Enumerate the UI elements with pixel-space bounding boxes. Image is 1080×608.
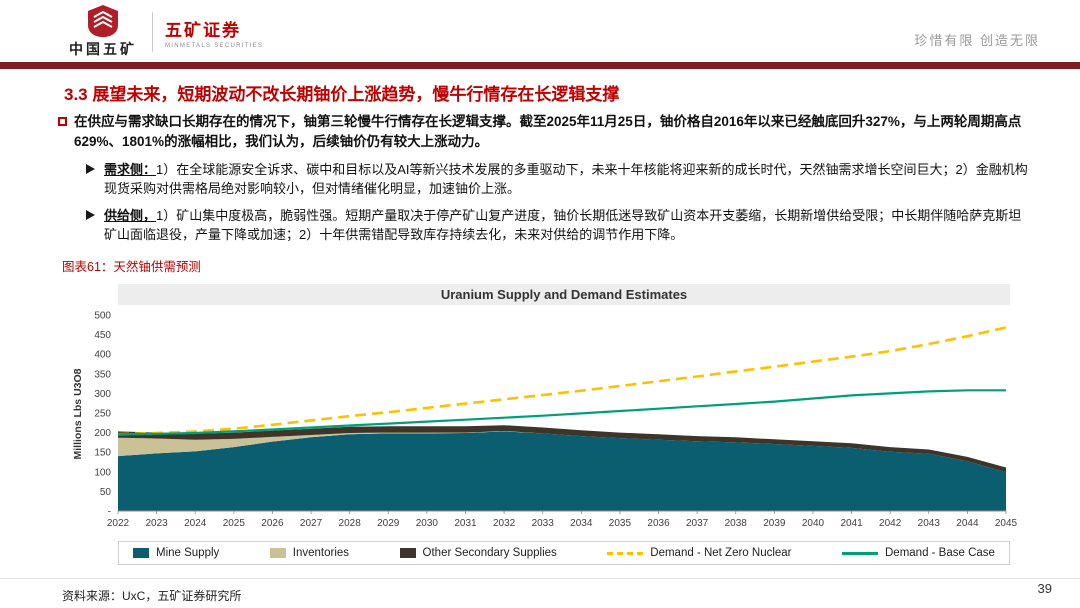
legend-label: Mine Supply xyxy=(156,547,220,559)
svg-text:2029: 2029 xyxy=(377,518,400,529)
page-number: 39 xyxy=(1037,581,1052,596)
brand-block: 五矿证券 MINMETALS SECURITIES xyxy=(165,16,263,49)
key-point-text: 在供应与需求缺口长期存在的情况下，铀第三轮慢牛行情存在长逻辑支撑。截至2025年… xyxy=(74,114,1022,150)
svg-text:-: - xyxy=(108,507,111,518)
svg-text:450: 450 xyxy=(94,330,111,341)
legend-label: Inventories xyxy=(292,547,350,559)
arrow-bullet-icon xyxy=(86,209,95,220)
supply-side-label: 供给侧， xyxy=(104,207,157,223)
svg-text:2041: 2041 xyxy=(840,518,863,529)
legend-item-net-zero-demand: Demand - Net Zero Nuclear xyxy=(607,547,792,559)
svg-text:2037: 2037 xyxy=(686,518,709,529)
supply-side-body: 1）矿山集中度极高，脆弱性强。短期产量取决于停产矿山复产进度，铀价长期低迷导致矿… xyxy=(104,207,1022,243)
svg-text:2023: 2023 xyxy=(145,518,168,529)
svg-text:2044: 2044 xyxy=(956,518,979,529)
legend-item-inventories: Inventories xyxy=(269,547,350,559)
svg-text:2027: 2027 xyxy=(300,518,323,529)
svg-text:400: 400 xyxy=(94,350,111,361)
svg-text:100: 100 xyxy=(94,467,111,478)
page-title: 3.3 展望未来，短期波动不改长期铀价上涨趋势，慢牛行情存在长逻辑支撑 xyxy=(64,85,620,104)
base-case-line-swatch xyxy=(842,551,878,555)
page-header: 中国五矿 五矿证券 MINMETALS SECURITIES 珍惜有限 创造无限 xyxy=(0,0,1080,62)
svg-text:2039: 2039 xyxy=(763,518,786,529)
footer-divider xyxy=(0,578,1080,579)
logo-divider xyxy=(152,12,153,52)
svg-text:2038: 2038 xyxy=(725,518,748,529)
net-zero-line-swatch xyxy=(607,551,644,555)
demand-side-bullet: 需求侧：1）在全球能源安全诉求、碳中和目标以及AI等新兴技术发展的多重驱动下，未… xyxy=(86,160,1031,199)
demand-side-label: 需求侧： xyxy=(104,161,157,177)
supply-side-text: 供给侧，1）矿山集中度极高，脆弱性强。短期产量取决于停产矿山复产进度，铀价长期低… xyxy=(104,206,1031,245)
svg-text:2028: 2028 xyxy=(339,518,362,529)
demand-side-text: 需求侧：1）在全球能源安全诉求、碳中和目标以及AI等新兴技术发展的多重驱动下，未… xyxy=(104,160,1031,199)
svg-text:2034: 2034 xyxy=(570,518,593,529)
svg-text:500: 500 xyxy=(94,311,111,322)
legend-item-other-secondary: Other Secondary Supplies xyxy=(399,547,557,559)
arrow-bullet-icon xyxy=(86,163,95,174)
supply-side-bullet: 供给侧，1）矿山集中度极高，脆弱性强。短期产量取决于停产矿山复产进度，铀价长期低… xyxy=(86,206,1031,245)
chart-legend: Mine Supply Inventories Other Secondary … xyxy=(118,541,1010,565)
inventories-swatch xyxy=(269,548,286,558)
svg-text:2035: 2035 xyxy=(609,518,632,529)
svg-text:2043: 2043 xyxy=(918,518,941,529)
mine-supply-swatch xyxy=(133,548,149,558)
svg-text:2030: 2030 xyxy=(416,518,439,529)
legend-label: Other Secondary Supplies xyxy=(422,547,557,559)
brand-name: 五矿证券 xyxy=(165,20,241,40)
demand-side-body: 1）在全球能源安全诉求、碳中和目标以及AI等新兴技术发展的多重驱动下，未来十年核… xyxy=(104,161,1028,197)
logo-emblem-block: 中国五矿 xyxy=(66,5,140,59)
header-accent-bar xyxy=(0,62,1080,69)
svg-text:2036: 2036 xyxy=(647,518,670,529)
svg-text:200: 200 xyxy=(94,428,111,439)
svg-text:2026: 2026 xyxy=(261,518,284,529)
svg-text:250: 250 xyxy=(94,409,111,420)
svg-text:2045: 2045 xyxy=(995,518,1018,529)
svg-text:2042: 2042 xyxy=(879,518,902,529)
svg-text:150: 150 xyxy=(94,448,111,459)
svg-text:2024: 2024 xyxy=(184,518,207,529)
svg-text:2022: 2022 xyxy=(107,518,130,529)
figure-caption: 图表61：天然铀供需预测 xyxy=(62,260,201,274)
chart-title: Uranium Supply and Demand Estimates xyxy=(118,284,1010,305)
square-bullet-icon xyxy=(58,117,67,126)
header-slogan: 珍惜有限 创造无限 xyxy=(914,33,1040,48)
svg-text:2031: 2031 xyxy=(454,518,477,529)
brand-subtitle: MINMETALS SECURITIES xyxy=(165,42,264,49)
body-text: 在供应与需求缺口长期存在的情况下，铀第三轮慢牛行情存在长逻辑支撑。截至2025年… xyxy=(58,112,1046,245)
chart-plot-area: - 50 100 150 200 250 300 350 400 450 500 2022 2023 20… xyxy=(94,311,1018,530)
legend-label: Demand - Net Zero Nuclear xyxy=(650,547,792,559)
uranium-chart: Uranium Supply and Demand Estimates Mill… xyxy=(60,284,1020,565)
logo-cn-text: 中国五矿 xyxy=(69,41,137,57)
svg-text:300: 300 xyxy=(94,389,111,400)
legend-item-base-case-demand: Demand - Base Case xyxy=(842,547,995,559)
svg-text:2025: 2025 xyxy=(223,518,246,529)
svg-text:50: 50 xyxy=(100,487,112,498)
svg-text:2040: 2040 xyxy=(802,518,825,529)
legend-item-mine-supply: Mine Supply xyxy=(133,547,219,559)
key-point-paragraph: 在供应与需求缺口长期存在的情况下，铀第三轮慢牛行情存在长逻辑支撑。截至2025年… xyxy=(58,112,1046,153)
logo: 中国五矿 五矿证券 MINMETALS SECURITIES xyxy=(66,5,263,59)
other-secondary-swatch xyxy=(399,548,416,558)
svg-text:2032: 2032 xyxy=(493,518,516,529)
svg-text:350: 350 xyxy=(94,369,111,380)
svg-text:2033: 2033 xyxy=(532,518,555,529)
data-source: 资料来源：UxC，五矿证券研究所 xyxy=(62,589,242,603)
minmetals-logo-icon xyxy=(88,5,118,37)
y-axis-label: Millions Lbs U3O8 xyxy=(72,368,84,460)
legend-label: Demand - Base Case xyxy=(885,547,995,559)
